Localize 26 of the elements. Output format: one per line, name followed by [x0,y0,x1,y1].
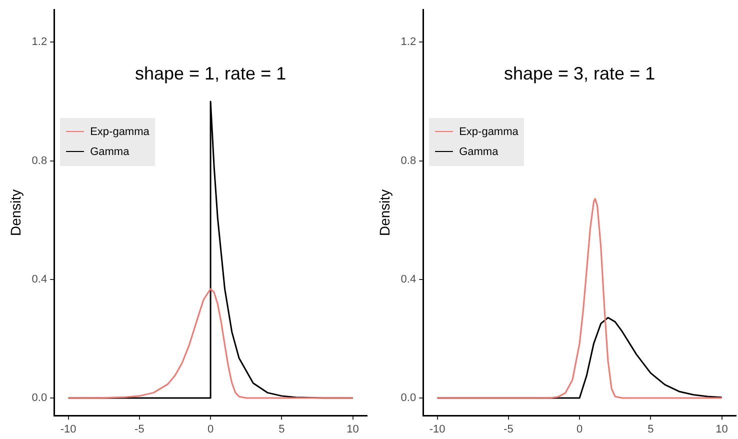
x-tick-label: -10 [60,423,76,436]
x-tick-label: 0 [576,423,583,436]
y-axis-title: Density [376,189,392,236]
legend-label: Exp-gamma [459,126,518,138]
x-tick-label: 0 [207,423,214,436]
y-tick-label: 0.8 [32,154,48,167]
x-tick-label: -10 [429,423,446,436]
text: shape = 3, rate = 1 [504,64,656,84]
y-tick-label: 0.4 [32,273,48,286]
x-tick-label: -5 [504,423,514,436]
legend-label: Gamma [459,146,498,158]
y-tick-label: 1.2 [32,36,48,48]
x-tick-label: 5 [278,423,285,436]
y-tick-label: 0.4 [400,273,416,286]
y-tick-label: 0.0 [400,392,416,404]
x-tick-label: 5 [648,423,654,436]
legend-label: Exp-gamma [90,126,150,138]
y-tick-label: 1.2 [400,36,416,48]
legend-label: Gamma [90,146,130,158]
x-tick-label: 10 [716,423,728,436]
y-axis-title: Density [7,189,24,236]
x-tick-label: -5 [134,423,144,436]
y-tick-label: 0.8 [400,154,416,167]
x-tick-label: 10 [346,423,359,436]
y-tick-label: 0.0 [32,392,48,404]
text: shape = 1, rate = 1 [134,64,286,84]
